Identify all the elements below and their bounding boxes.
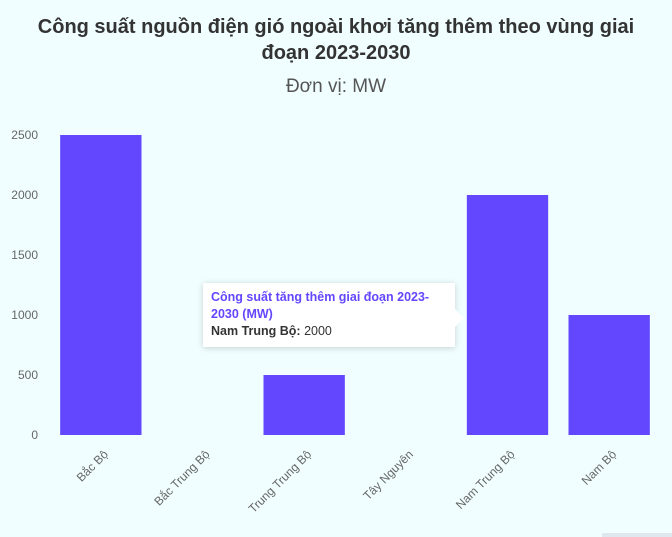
- y-tick-label: 1000: [11, 308, 38, 322]
- bar: [60, 135, 142, 435]
- x-tick-label: Nam Trung Bộ: [453, 447, 518, 512]
- y-tick-label: 0: [31, 428, 38, 442]
- x-tick-label: Bắc Trung Bộ: [151, 446, 213, 508]
- tooltip-title: Công suất tăng thêm giai đoạn 2023-2030 …: [211, 290, 430, 321]
- tooltip-value: 2000: [304, 324, 332, 338]
- y-tick-label: 2000: [11, 188, 38, 202]
- y-tick-label: 500: [18, 368, 38, 382]
- tooltip-category: Nam Trung Bộ:: [211, 324, 301, 338]
- x-tick-label: Trung Trung Bộ: [246, 447, 315, 516]
- x-tick-label: Tây Nguyên: [360, 447, 416, 503]
- bar: [568, 315, 650, 435]
- y-tick-label: 2500: [11, 128, 38, 142]
- y-tick-label: 1500: [11, 248, 38, 262]
- watermark-strip: [602, 533, 672, 537]
- chart-subtitle: Đơn vị: MW: [285, 76, 387, 97]
- bar: [466, 195, 549, 435]
- x-tick-label: Bắc Bộ: [73, 446, 111, 484]
- x-tick-label: Nam Bộ: [579, 447, 620, 488]
- bar: [263, 375, 345, 435]
- chart-tooltip: Công suất tăng thêm giai đoạn 2023-2030 …: [203, 283, 464, 347]
- chart-title: Công suất nguồn điện gió ngoài khơi tăng…: [37, 16, 635, 64]
